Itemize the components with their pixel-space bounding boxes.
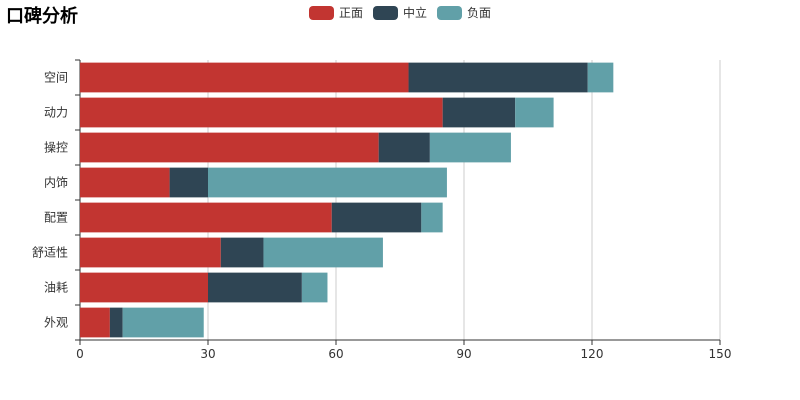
bar-配置-负面 (421, 202, 443, 233)
bar-外观-负面 (122, 307, 204, 338)
bar-操控-正面 (80, 132, 379, 163)
legend-label-negative: 负面 (467, 6, 492, 20)
legend-label-positive: 正面 (338, 6, 363, 20)
category-label-外观: 外观 (44, 316, 68, 330)
bar-油耗-中立 (208, 272, 302, 303)
bar-油耗-负面 (301, 272, 328, 303)
bar-内饰-正面 (80, 167, 170, 198)
bar-外观-中立 (109, 307, 123, 338)
bar-空间-正面 (80, 62, 409, 93)
bar-舒适性-正面 (80, 237, 221, 268)
category-label-油耗: 油耗 (44, 281, 68, 295)
bar-配置-中立 (331, 202, 422, 233)
bar-油耗-正面 (80, 272, 208, 303)
bar-操控-负面 (429, 132, 511, 163)
bar-配置-正面 (80, 202, 332, 233)
bar-外观-正面 (80, 307, 110, 338)
bar-空间-中立 (408, 62, 588, 93)
bar-空间-负面 (587, 62, 614, 93)
chart-title: 口碑分析 (6, 6, 78, 27)
legend-swatch-negative (437, 5, 462, 20)
bar-动力-中立 (442, 97, 516, 128)
category-label-动力: 动力 (44, 106, 68, 120)
legend-swatch-neutral (372, 5, 398, 20)
bar-内饰-中立 (169, 167, 208, 198)
legend-item-positive[interactable]: 正面 (308, 4, 363, 21)
bar-动力-负面 (515, 97, 554, 128)
legend-item-neutral[interactable]: 中立 (372, 4, 427, 21)
x-tick-label-90: 90 (456, 347, 471, 361)
legend-swatch-positive (308, 5, 334, 20)
bar-内饰-负面 (208, 167, 447, 198)
x-tick-label-0: 0 (76, 347, 84, 361)
x-tick-label-30: 30 (200, 347, 215, 361)
bar-舒适性-中立 (220, 237, 264, 268)
legend: 正面 中立 负面 (0, 4, 800, 21)
bar-操控-中立 (378, 132, 430, 163)
x-tick-label-150: 150 (709, 347, 732, 361)
x-tick-label-60: 60 (328, 347, 343, 361)
category-label-操控: 操控 (44, 140, 68, 155)
bar-动力-正面 (80, 97, 443, 128)
legend-item-negative[interactable]: 负面 (437, 4, 491, 21)
x-tick-label-120: 120 (581, 347, 604, 361)
legend-label-neutral: 中立 (402, 6, 427, 20)
category-label-舒适性: 舒适性 (32, 246, 68, 260)
category-label-内饰: 内饰 (44, 176, 68, 190)
category-label-空间: 空间 (44, 71, 68, 85)
bar-舒适性-负面 (263, 237, 383, 268)
category-label-配置: 配置 (44, 211, 68, 225)
